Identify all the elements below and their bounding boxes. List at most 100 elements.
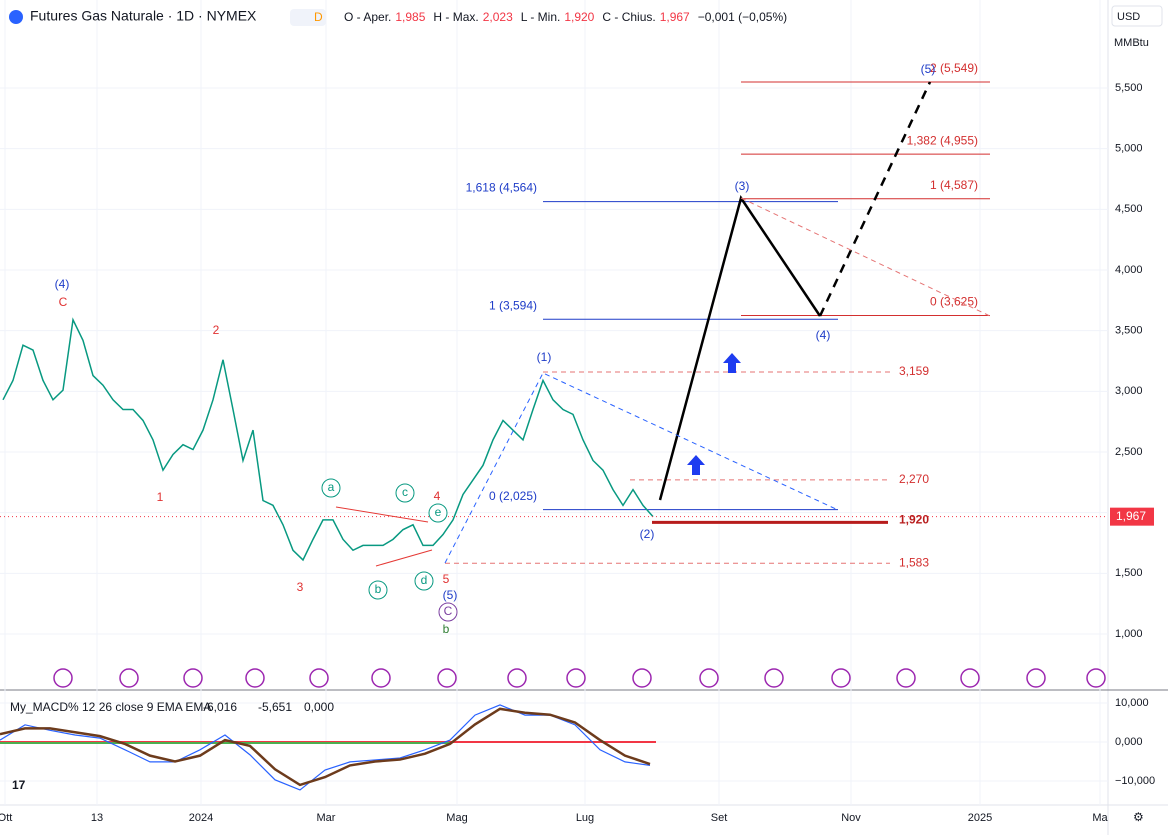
fib-label: 1,382 (4,955) bbox=[907, 133, 978, 147]
price-tick-label: 4,500 bbox=[1115, 203, 1143, 215]
time-label: Ott bbox=[0, 812, 12, 824]
marks: 1,0001,5002,0002,5003,0003,5004,0004,500… bbox=[0, 61, 1155, 824]
ohlc: O - Aper. 1,985 H - Max. 2,023 L - Min. 1,920… bbox=[344, 10, 787, 24]
wave-label: C bbox=[59, 295, 68, 309]
wave-label: e bbox=[435, 505, 442, 519]
nav-marker bbox=[53, 668, 73, 688]
logo: 17 bbox=[12, 778, 26, 792]
nav-marker bbox=[1086, 668, 1106, 688]
nav-marker bbox=[831, 668, 851, 688]
currency[interactable]: USD bbox=[1117, 11, 1140, 23]
nav-marker bbox=[1026, 668, 1046, 688]
nav-marker bbox=[245, 668, 265, 688]
ohlc-item: −0,001 (−0,05%) bbox=[698, 10, 787, 24]
symbol-icon bbox=[9, 10, 23, 24]
wave-label: (4) bbox=[816, 328, 831, 342]
fib-label: 0 (3,625) bbox=[930, 295, 978, 309]
macd-tick-label: 0,000 bbox=[1115, 736, 1143, 748]
nav-marker bbox=[119, 668, 139, 688]
fib-label: 0 (2,025) bbox=[489, 489, 537, 503]
wave-label: (3) bbox=[735, 179, 750, 193]
time-label: Mag bbox=[446, 812, 467, 824]
price-line bbox=[2, 317, 654, 562]
nav-marker bbox=[960, 668, 980, 688]
badge[interactable]: D bbox=[314, 10, 323, 24]
wave-label: 1 bbox=[157, 490, 164, 504]
nav-marker bbox=[437, 668, 457, 688]
up-arrow bbox=[723, 353, 741, 373]
price-tick-label: 4,000 bbox=[1115, 264, 1143, 276]
wave-circle bbox=[395, 483, 415, 503]
fib-label: 2 (5,549) bbox=[930, 61, 978, 75]
wave-label: 3 bbox=[297, 580, 304, 594]
wave-label: 2 bbox=[213, 323, 220, 337]
currency-box[interactable] bbox=[1111, 5, 1163, 27]
up-arrow bbox=[687, 455, 705, 475]
macd-tick-label: 10,000 bbox=[1115, 697, 1149, 709]
level-label: 1,920 bbox=[899, 513, 929, 527]
nav-marker bbox=[309, 668, 329, 688]
time-label: Lug bbox=[576, 812, 594, 824]
time-label: Ma bbox=[1092, 812, 1108, 824]
macd-value: -6,016 bbox=[203, 700, 237, 714]
wave-label: (1) bbox=[537, 350, 552, 364]
ohlc-item: 1,985 bbox=[395, 10, 425, 24]
wave-label: b bbox=[375, 582, 382, 596]
nav-marker bbox=[183, 668, 203, 688]
price-tick-label: 5,000 bbox=[1115, 143, 1143, 155]
triangle-top bbox=[335, 506, 429, 523]
ohlc-item: C - Chius. bbox=[602, 10, 655, 24]
ohlc-item: L - Min. bbox=[521, 10, 561, 24]
fib-label: 1 (4,587) bbox=[930, 178, 978, 192]
macd-title: My_MACD% 12 26 close 9 EMA EMA bbox=[10, 700, 211, 714]
badge-box bbox=[290, 9, 326, 26]
wave-label: (5) bbox=[443, 588, 458, 602]
wave-label: b bbox=[443, 622, 450, 636]
wave-label: a bbox=[328, 480, 335, 494]
time-label: Nov bbox=[841, 812, 861, 824]
price-tick-label: 1,500 bbox=[1115, 567, 1143, 579]
wave-label: (5) bbox=[921, 62, 936, 76]
nav-marker bbox=[507, 668, 527, 688]
wave-circle bbox=[321, 478, 341, 498]
macd-tick-label: −10,000 bbox=[1115, 775, 1155, 787]
red-dashed bbox=[740, 197, 991, 317]
wave-label: (4) bbox=[55, 277, 70, 291]
time-label: 2025 bbox=[968, 812, 992, 824]
fib-label: 1 (3,594) bbox=[489, 298, 537, 312]
wave-label: d bbox=[421, 573, 428, 587]
unit[interactable]: MMBtu bbox=[1114, 37, 1149, 49]
time-label: 13 bbox=[91, 812, 103, 824]
triangle-bottom bbox=[375, 549, 433, 567]
ohlc-item: 1,967 bbox=[660, 10, 690, 24]
nav-marker bbox=[632, 668, 652, 688]
level-label: 2,270 bbox=[899, 472, 929, 486]
wave-label: c bbox=[402, 485, 408, 499]
wave-label: 4 bbox=[434, 489, 441, 503]
wave-circle bbox=[414, 571, 434, 591]
nav-marker bbox=[566, 668, 586, 688]
wave-label: (2) bbox=[640, 527, 655, 541]
time-label: Mar bbox=[317, 812, 336, 824]
level-label: 1,583 bbox=[899, 555, 929, 569]
price-tick-label: 3,000 bbox=[1115, 385, 1143, 397]
last-badge bbox=[1110, 507, 1154, 526]
nav-marker bbox=[764, 668, 784, 688]
wave-circle bbox=[428, 503, 448, 523]
price-tick-label: 1,000 bbox=[1115, 628, 1143, 640]
level-label: 3,159 bbox=[899, 364, 929, 378]
time-label: Set bbox=[711, 812, 728, 824]
wave-projection-dashed bbox=[818, 81, 932, 317]
signal-value: -5,651 bbox=[258, 700, 292, 714]
grid bbox=[0, 0, 1108, 805]
title: Futures Gas Naturale · 1D · NYMEX bbox=[30, 8, 257, 24]
wave-circle bbox=[368, 580, 388, 600]
ohlc-item: 1,920 bbox=[564, 10, 594, 24]
wave-label: C bbox=[444, 604, 453, 618]
ohlc-item: O - Aper. bbox=[344, 10, 391, 24]
nav-marker bbox=[371, 668, 391, 688]
settings-icon[interactable]: ⚙ bbox=[1133, 810, 1144, 824]
signal-line bbox=[0, 707, 651, 787]
